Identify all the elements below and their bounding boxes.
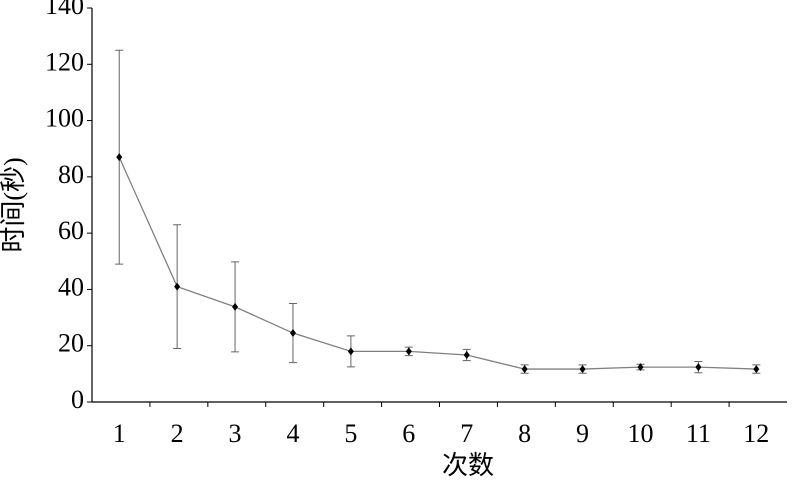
x-tick-label: 12 <box>743 419 769 448</box>
marker <box>347 347 354 356</box>
y-tick-label: 60 <box>58 216 84 245</box>
y-tick-label: 140 <box>45 0 84 20</box>
y-tick-label: 0 <box>71 385 84 414</box>
x-tick-label: 5 <box>344 419 357 448</box>
x-tick-label: 3 <box>229 419 242 448</box>
marker <box>579 365 586 374</box>
y-tick-label: 40 <box>58 272 84 301</box>
x-tick-label: 4 <box>286 419 299 448</box>
x-tick-label: 8 <box>518 419 531 448</box>
x-tick-label: 9 <box>576 419 589 448</box>
marker <box>405 347 412 356</box>
x-axis-label: 次数 <box>442 451 494 480</box>
y-tick-label: 120 <box>45 47 84 76</box>
marker <box>289 329 296 338</box>
y-tick-label: 80 <box>58 160 84 189</box>
marker <box>116 153 123 162</box>
marker <box>232 302 239 311</box>
x-tick-label: 1 <box>113 419 126 448</box>
marker <box>695 363 702 372</box>
x-tick-label: 7 <box>460 419 473 448</box>
y-tick-label: 20 <box>58 329 84 358</box>
y-tick-label: 100 <box>45 104 84 133</box>
x-tick-label: 2 <box>171 419 184 448</box>
y-axis-label: 时间(秒) <box>0 157 28 252</box>
line <box>118 156 757 370</box>
marker <box>463 351 470 360</box>
marker <box>174 282 181 291</box>
x-tick-label: 6 <box>402 419 415 448</box>
x-tick-label: 11 <box>686 419 711 448</box>
marker <box>753 365 760 374</box>
marker <box>521 365 528 374</box>
marker <box>637 363 644 372</box>
x-tick-label: 10 <box>627 419 653 448</box>
